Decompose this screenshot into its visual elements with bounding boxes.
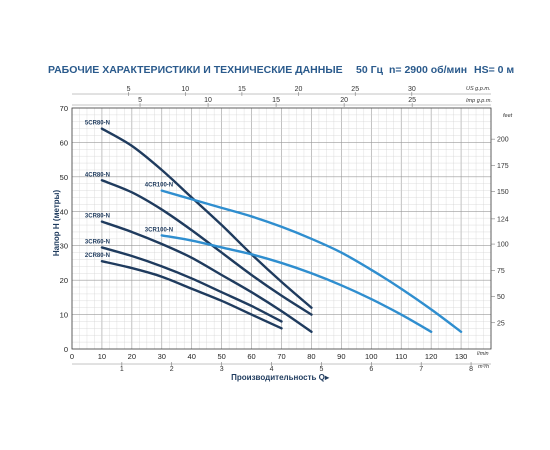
x-tick-label: 10 <box>98 352 106 361</box>
feet-tick-label: 50 <box>497 294 505 301</box>
x-tick-label: 20 <box>128 352 136 361</box>
speed-label: n= 2900 об/мин <box>389 64 468 76</box>
label-5cr80-n: 5CR80-N <box>85 121 110 127</box>
x-axis-arrow: ▸ <box>324 373 330 382</box>
x-tick-label: 110 <box>395 352 407 361</box>
usgpm-tick-label: 15 <box>238 86 246 93</box>
feet-tick-label: 75 <box>497 268 505 275</box>
label-4cr80-n: 4CR80-N <box>85 172 110 178</box>
x-tick-label: 30 <box>158 352 166 361</box>
m3h-tick-label: 8 <box>469 366 473 373</box>
x-tick-label: 90 <box>337 352 345 361</box>
feet-tick-label: 100 <box>497 242 509 249</box>
m3h-tick-label: 6 <box>369 366 373 373</box>
label-4cr100-n: 4CR100-N <box>145 183 173 189</box>
label-3cr60-n: 3CR60-N <box>85 239 110 245</box>
curve-2cr80-n <box>100 260 283 330</box>
plot-frame <box>71 107 492 350</box>
usgpm-tick-label: 20 <box>295 86 303 93</box>
label-2cr80-n: 2CR80-N <box>85 253 110 259</box>
impgpm-tick-label: 15 <box>272 97 280 104</box>
curve-5cr80-n <box>100 127 313 309</box>
curve-4cr80-n <box>100 179 313 316</box>
plot-border <box>71 107 492 350</box>
impgpm-tick-label: 20 <box>340 97 348 104</box>
x-tick-label: 100 <box>365 352 378 361</box>
x-axis-title: Производительность Q <box>231 373 325 382</box>
suction-height-label: HS= 0 м <box>474 64 515 76</box>
label-3cr100-n: 3CR100-N <box>145 227 173 233</box>
m3h-tick-label: 7 <box>419 366 423 373</box>
impgpm-tick-label: 5 <box>138 97 142 104</box>
y-tick-label: 70 <box>60 104 68 113</box>
label-3cr80-n: 3CR80-N <box>85 214 110 220</box>
y-tick-label: 40 <box>60 207 68 216</box>
usgpm-tick-label: 10 <box>181 86 189 93</box>
curve-labels: 5CR80-N 4CR80-N 4CR100-N 3CR80-N 3CR100-N 3CR… <box>85 121 173 260</box>
y-tick-label: 30 <box>60 242 68 251</box>
m3h-tick-label: 1 <box>120 366 124 373</box>
curve-3cr100-n <box>160 234 433 333</box>
x-tick-label: 70 <box>277 352 285 361</box>
curve-4cr100-n <box>160 189 463 333</box>
curve-3cr80-n <box>100 220 313 333</box>
y-tick-label: 10 <box>60 311 68 320</box>
m3h-tick-label: 4 <box>270 366 274 373</box>
curve-3cr60-n <box>100 246 283 323</box>
y-tick-label: 60 <box>60 138 68 147</box>
x-tick-label: 0 <box>70 352 74 361</box>
x-tick-label: 120 <box>425 352 438 361</box>
x-tick-label: 60 <box>247 352 255 361</box>
x-tick-label: 50 <box>217 352 225 361</box>
x-unit-impgpm: Imp g.p.m. <box>466 98 492 104</box>
x-unit-m3h: m³/h <box>478 364 489 370</box>
m3h-tick-label: 2 <box>170 366 174 373</box>
chart-grid <box>71 107 492 350</box>
x-tick-label: 80 <box>307 352 315 361</box>
y-tick-label: 50 <box>60 173 68 182</box>
usgpm-tick-label: 5 <box>127 86 131 93</box>
x-tick-label: 130 <box>455 352 468 361</box>
x-unit-usgpm: US g.p.m. <box>466 86 490 92</box>
impgpm-tick-label: 25 <box>408 97 416 104</box>
x-unit-main: l/min <box>477 351 489 357</box>
curve-layer <box>100 127 463 333</box>
feet-tick-label: 150 <box>497 189 509 196</box>
feet-tick-label: 200 <box>497 137 509 144</box>
m3h-tick-label: 5 <box>319 366 323 373</box>
m3h-tick-label: 3 <box>220 366 224 373</box>
feet-tick-label: 175 <box>497 163 509 170</box>
feet-tick-label: 124 <box>497 216 509 223</box>
feet-tick-label: 25 <box>497 320 505 327</box>
usgpm-tick-label: 25 <box>351 86 359 93</box>
usgpm-tick-label: 30 <box>408 86 416 93</box>
y-tick-label: 0 <box>64 345 68 354</box>
y-axis-title: Напор H (метры) <box>52 190 61 257</box>
x-tick-label: 40 <box>188 352 196 361</box>
impgpm-tick-label: 10 <box>204 97 212 104</box>
y-tick-label: 20 <box>60 276 68 285</box>
frequency-label: 50 Гц <box>356 64 384 76</box>
y-unit-feet: feet <box>503 113 513 119</box>
chart-title: РАБОЧИЕ ХАРАКТЕРИСТИКИ И ТЕХНИЧЕСКИЕ ДАН… <box>48 64 343 76</box>
